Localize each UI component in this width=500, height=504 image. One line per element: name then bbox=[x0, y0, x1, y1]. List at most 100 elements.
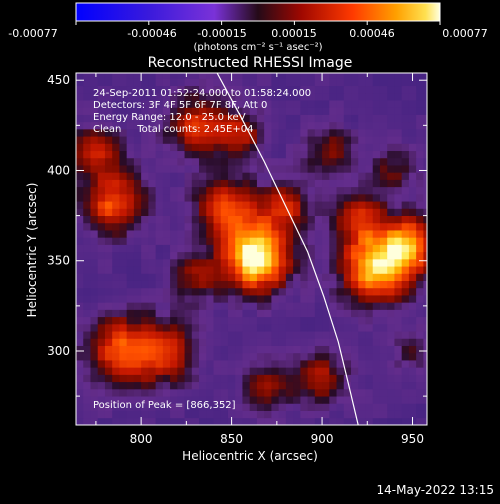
heatmap-cell bbox=[285, 403, 294, 411]
heatmap-cell bbox=[372, 143, 381, 152]
heatmap-cell bbox=[271, 403, 280, 411]
heatmap-cell bbox=[148, 186, 157, 195]
heatmap-cell bbox=[322, 193, 330, 202]
heatmap-cell bbox=[314, 396, 323, 404]
heatmap-cell bbox=[227, 92, 236, 101]
heatmap-cell bbox=[90, 410, 99, 419]
heatmap-cell bbox=[213, 128, 222, 137]
colorbar-tick-label-2: -0.00015 bbox=[197, 27, 246, 40]
heatmap-cell bbox=[83, 114, 91, 123]
heatmap-cell bbox=[285, 100, 294, 108]
heatmap-cell bbox=[423, 331, 427, 339]
heatmap-cell bbox=[242, 410, 251, 419]
heatmap-cell bbox=[329, 280, 337, 289]
heatmap-cell bbox=[170, 388, 178, 397]
heatmap-cell bbox=[206, 128, 214, 137]
heatmap-cell bbox=[133, 388, 142, 397]
heatmap-cell bbox=[278, 193, 287, 202]
heatmap-cell bbox=[336, 230, 345, 238]
heatmap-cell bbox=[126, 352, 135, 361]
heatmap-cell bbox=[365, 410, 374, 419]
heatmap-cell bbox=[199, 251, 207, 260]
heatmap-cell bbox=[278, 136, 287, 144]
heatmap-cell bbox=[408, 128, 417, 137]
heatmap-cell bbox=[249, 107, 258, 115]
heatmap-cell bbox=[199, 230, 207, 238]
heatmap-cell bbox=[365, 309, 374, 318]
heatmap-cell bbox=[126, 172, 135, 180]
heatmap-cell bbox=[90, 403, 99, 411]
heatmap-cell bbox=[104, 244, 113, 253]
heatmap-cell bbox=[285, 381, 294, 390]
heatmap-cell bbox=[90, 237, 99, 245]
heatmap-cell bbox=[76, 215, 84, 224]
heatmap-cell bbox=[206, 396, 214, 404]
heatmap-cell bbox=[329, 85, 337, 94]
heatmap-cell bbox=[213, 114, 222, 123]
heatmap-cell bbox=[162, 193, 171, 202]
heatmap-cell bbox=[278, 388, 287, 397]
heatmap-cell bbox=[220, 244, 229, 253]
heatmap-cell bbox=[83, 338, 91, 346]
heatmap-cell bbox=[141, 215, 149, 224]
heatmap-cell bbox=[141, 258, 149, 267]
heatmap-cell bbox=[104, 165, 113, 173]
heatmap-cell bbox=[184, 273, 193, 281]
heatmap-cell bbox=[387, 316, 395, 325]
heatmap-cell bbox=[177, 128, 185, 137]
heatmap-cell bbox=[97, 280, 106, 289]
heatmap-cell bbox=[141, 374, 149, 383]
heatmap-cell bbox=[148, 230, 157, 238]
heatmap-cell bbox=[97, 360, 106, 368]
heatmap-cell bbox=[307, 295, 316, 303]
heatmap-cell bbox=[387, 201, 395, 209]
heatmap-cell bbox=[133, 258, 142, 267]
heatmap-cell bbox=[264, 323, 272, 332]
heatmap-cell bbox=[170, 287, 178, 296]
heatmap-cell bbox=[300, 186, 308, 195]
heatmap-cell bbox=[271, 287, 280, 296]
heatmap-cell bbox=[343, 201, 352, 209]
heatmap-cell bbox=[278, 150, 287, 159]
heatmap-cell bbox=[264, 381, 272, 390]
heatmap-cell bbox=[104, 352, 113, 361]
heatmap-cell bbox=[184, 85, 193, 94]
heatmap-cell bbox=[285, 266, 294, 274]
heatmap-cell bbox=[358, 388, 366, 397]
heatmap-cell bbox=[394, 295, 403, 303]
heatmap-cell bbox=[329, 73, 337, 79]
heatmap-cell bbox=[416, 78, 424, 87]
heatmap-cell bbox=[112, 381, 120, 390]
heatmap-cell bbox=[76, 251, 84, 260]
heatmap-cell bbox=[170, 85, 178, 94]
heatmap-cell bbox=[177, 165, 185, 173]
heatmap-cell bbox=[249, 237, 258, 245]
heatmap-cell bbox=[242, 273, 251, 281]
heatmap-cell bbox=[220, 345, 229, 354]
heatmap-cell bbox=[416, 186, 424, 195]
heatmap-cell bbox=[220, 374, 229, 383]
heatmap-cell bbox=[155, 410, 164, 419]
heatmap-cell bbox=[76, 244, 84, 253]
heatmap-cell bbox=[155, 186, 164, 195]
heatmap-cell bbox=[155, 114, 164, 123]
heatmap-cell bbox=[191, 388, 200, 397]
heatmap-cell bbox=[365, 258, 374, 267]
heatmap-cell bbox=[322, 143, 330, 152]
heatmap-cell bbox=[372, 150, 381, 159]
heatmap-cell bbox=[184, 136, 193, 144]
heatmap-cell bbox=[119, 78, 128, 87]
heatmap-cell bbox=[112, 287, 120, 296]
heatmap-cell bbox=[148, 136, 157, 144]
heatmap-cell bbox=[329, 179, 337, 188]
heatmap-cell bbox=[199, 316, 207, 325]
heatmap-cell bbox=[235, 266, 243, 274]
heatmap-cell bbox=[264, 92, 272, 101]
heatmap-cell bbox=[170, 208, 178, 216]
heatmap-cell bbox=[242, 331, 251, 339]
heatmap-cell bbox=[220, 338, 229, 346]
heatmap-cell bbox=[220, 258, 229, 267]
heatmap-cell bbox=[307, 403, 316, 411]
heatmap-cell bbox=[191, 150, 200, 159]
